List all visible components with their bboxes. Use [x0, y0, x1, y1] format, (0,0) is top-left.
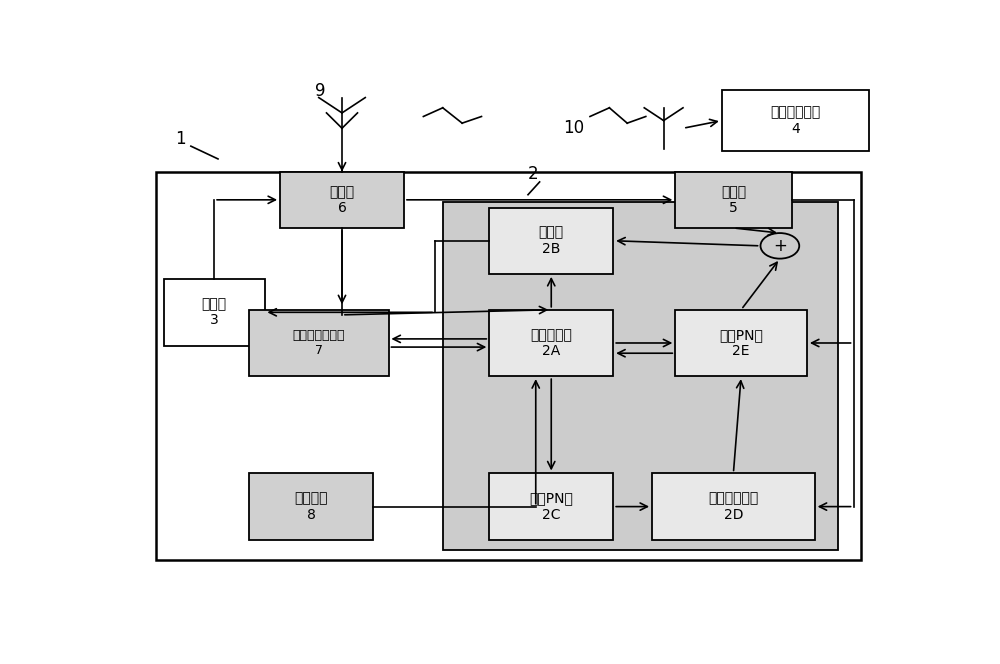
- Text: 发射机
3: 发射机 3: [202, 297, 227, 327]
- Text: 有源晶振
8: 有源晶振 8: [294, 491, 328, 522]
- Text: 10: 10: [563, 120, 584, 137]
- Text: 双工器
6: 双工器 6: [329, 185, 355, 215]
- FancyBboxPatch shape: [489, 309, 613, 376]
- FancyBboxPatch shape: [249, 473, 373, 540]
- FancyBboxPatch shape: [489, 473, 613, 540]
- Text: 发送PN码
2C: 发送PN码 2C: [529, 491, 573, 522]
- FancyBboxPatch shape: [164, 279, 264, 345]
- Text: 9: 9: [315, 82, 325, 100]
- Text: 本地PN码
2E: 本地PN码 2E: [719, 328, 763, 358]
- Text: 同步相关模块
2D: 同步相关模块 2D: [708, 491, 759, 522]
- Text: +: +: [773, 237, 787, 255]
- Text: 2: 2: [528, 165, 539, 183]
- FancyBboxPatch shape: [652, 473, 815, 540]
- Text: 编码器
2B: 编码器 2B: [539, 226, 564, 256]
- Text: 数据处理器
2A: 数据处理器 2A: [530, 328, 572, 358]
- Text: 接收机
5: 接收机 5: [721, 185, 746, 215]
- FancyBboxPatch shape: [675, 309, 807, 376]
- Text: 无线应答模块
4: 无线应答模块 4: [770, 106, 820, 135]
- FancyBboxPatch shape: [675, 172, 792, 228]
- Text: 外部数据存储器
7: 外部数据存储器 7: [292, 329, 345, 357]
- FancyBboxPatch shape: [489, 207, 613, 274]
- FancyBboxPatch shape: [443, 203, 838, 550]
- FancyBboxPatch shape: [249, 309, 388, 376]
- FancyBboxPatch shape: [156, 172, 861, 560]
- Text: 1: 1: [175, 129, 186, 147]
- FancyBboxPatch shape: [280, 172, 404, 228]
- FancyBboxPatch shape: [722, 90, 869, 151]
